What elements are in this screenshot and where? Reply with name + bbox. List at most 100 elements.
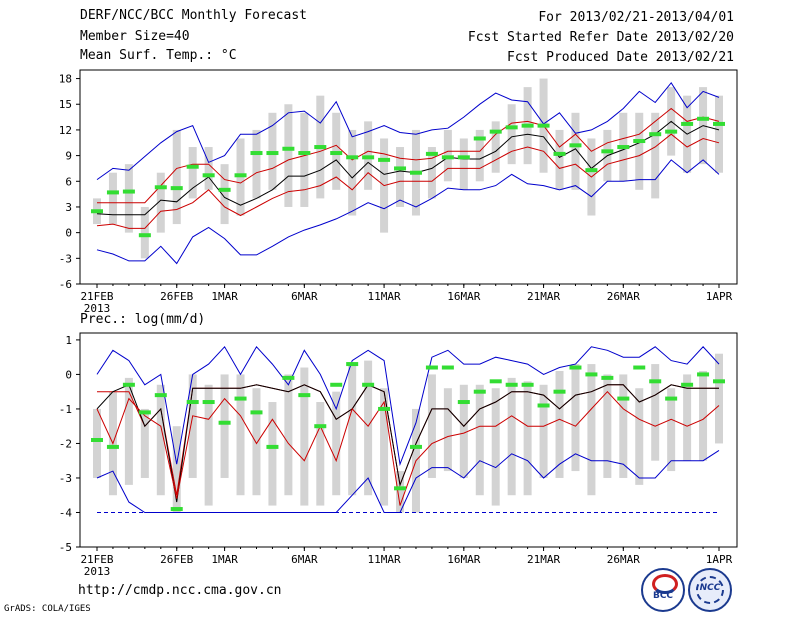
spread-box [140,206,149,259]
spread-box [108,172,117,225]
y-tick-label: -5 [59,541,72,554]
observed-marker [569,365,582,370]
observed-marker [697,372,710,377]
spread-box [220,164,229,225]
observed-marker [521,123,534,128]
spread-box [667,388,676,472]
observed-marker [186,400,199,405]
spread-box [332,391,341,496]
y-tick-label: 0 [65,227,72,240]
observed-marker [617,396,630,401]
y-tick-label: -4 [59,506,73,519]
spread-box [252,388,261,496]
observed-marker [186,164,199,169]
y-tick-label: 12 [59,124,72,137]
spread-box [236,374,245,496]
x-tick-label: 1MAR [211,553,238,566]
y-tick-label: 3 [65,201,72,214]
x-tick-label: 21MAR [527,553,560,566]
series-min-line [96,449,720,513]
observed-marker [489,379,502,384]
x-tick-label: 26FEB [160,290,193,303]
x-tick-label: 6MAR [291,553,318,566]
chart-title: DERF/NCC/BCC Monthly Forecast [80,8,307,23]
ncc-globe-icon [696,576,724,604]
spread-box [348,364,357,496]
observed-marker [298,393,311,398]
observed-marker [601,375,614,380]
observed-marker [346,155,359,160]
observed-marker [122,382,135,387]
spread-box [587,364,596,496]
spread-box [427,374,436,478]
y-tick-label: -3 [59,472,72,485]
spread-box [491,388,500,506]
x-tick-label: 26MAR [607,553,640,566]
y-tick-label: -1 [59,403,72,416]
observed-marker [505,382,518,387]
observed-marker [202,400,215,405]
panel-1: -6 -3 0 3 6 9 12 15 18 21FEB 26FEB 1MAR 6MAR 11MAR 16M… [59,69,738,315]
x-tick-label: 1APR [706,553,733,566]
spread-box [475,384,484,496]
source-url[interactable]: http://cmdp.ncc.cma.gov.cn [78,583,282,598]
observed-marker [106,444,119,449]
series-min-line [96,159,720,265]
spread-box [635,388,644,485]
observed-marker [553,389,566,394]
precip-title: Prec.: log(mm/d) [80,312,205,327]
observed-marker [681,382,694,387]
observed-marker [665,129,678,134]
observed-marker [314,145,327,150]
observed-marker [409,444,422,449]
observed-marker [521,382,534,387]
observed-marker [234,173,247,178]
x-year-label: 2013 [84,565,111,578]
observed-marker [713,379,725,384]
spread-box [172,426,181,513]
spread-box [188,374,197,478]
observed-marker [697,116,710,121]
spread-box [523,381,532,496]
spread-box [651,112,660,199]
observed-marker [250,151,263,156]
spread-box [459,138,468,190]
observed-marker [601,149,614,154]
series-max-line [96,81,720,181]
spread-box [603,374,612,478]
ncc-logo-text: NCC [699,583,721,593]
observed-marker [409,170,422,175]
spread-box [204,384,213,506]
y-tick-label: 15 [59,98,72,111]
spread-box [571,364,580,472]
observed-marker [122,189,135,194]
observed-marker [441,155,454,160]
spread-box [284,374,293,496]
observed-marker [394,486,407,491]
spread-box [491,121,500,173]
x-tick-label: 26FEB [160,553,193,566]
y-tick-label: 0 [65,368,72,381]
observed-marker [473,136,486,141]
y-tick-label: -6 [59,278,72,291]
spread-box [172,129,181,225]
observed-marker [91,209,103,214]
spread-box [124,164,133,233]
spread-box [443,388,452,472]
observed-marker [553,151,566,156]
spread-box [140,408,149,478]
x-tick-label: 26MAR [607,290,640,303]
spread-box [539,384,548,478]
forecast-range: For 2013/02/21-2013/04/01 [538,10,734,25]
spread-box [364,360,373,496]
x-tick-label: 11MAR [368,290,401,303]
variable-label: Mean Surf. Temp.: °C [80,48,237,63]
series-lower-line [96,390,720,506]
observed-marker [202,173,215,178]
x-tick-label: 21FEB [80,290,113,303]
spread-box [300,367,309,506]
observed-marker [154,393,167,398]
observed-marker [425,365,438,370]
spread-box [396,147,405,207]
